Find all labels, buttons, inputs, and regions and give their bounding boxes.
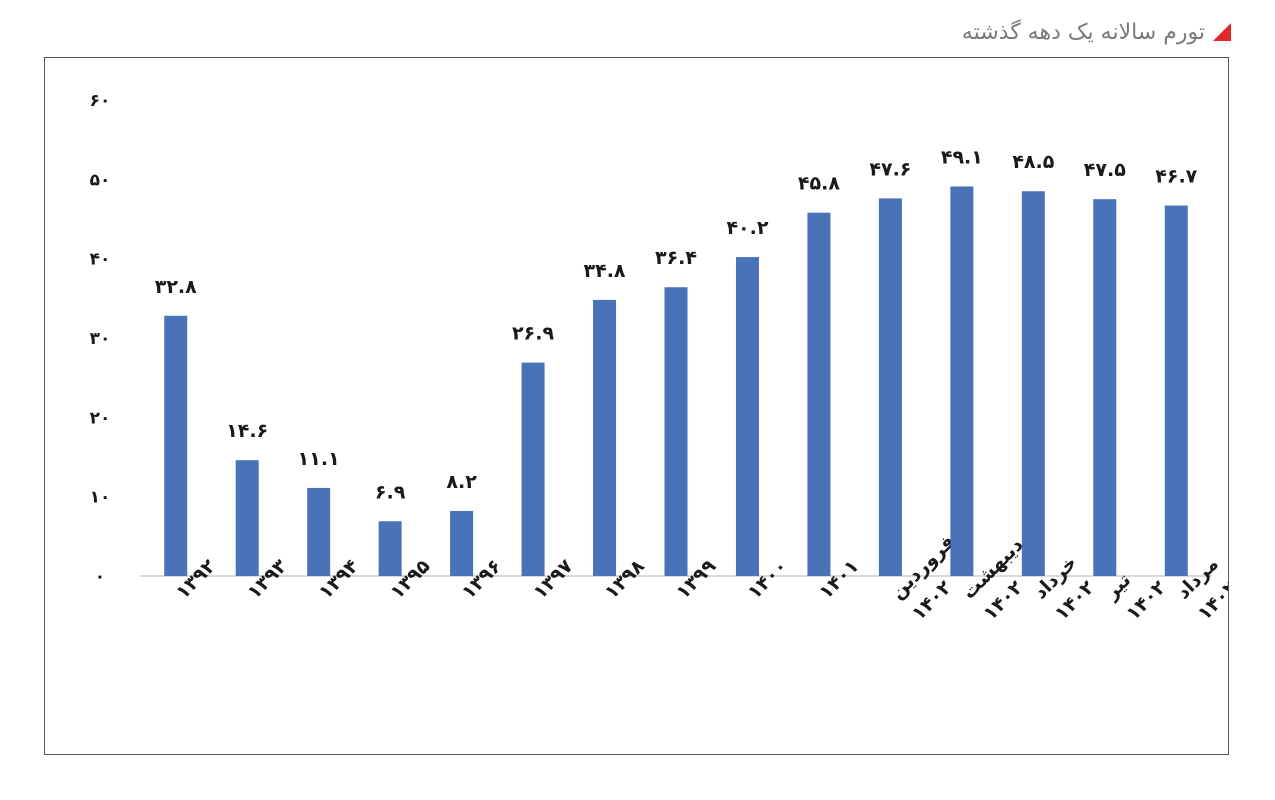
bar-value-label: ۳۴.۸: [584, 260, 626, 282]
bar: [593, 299, 617, 576]
bar-value-label: ۴۸.۵: [1012, 151, 1054, 173]
bar: [1021, 191, 1045, 576]
bar: [878, 198, 902, 576]
bar-value-label: ۲۶.۹: [512, 323, 554, 345]
y-tick-label: ۳۰: [90, 329, 111, 349]
chart-title: تورم سالانه یک دهه گذشته: [961, 19, 1205, 45]
bar-value-label: ۴۵.۸: [798, 173, 840, 195]
y-tick-label: ۱۰: [90, 488, 111, 508]
bar-chart: ۰۱۰۲۰۳۰۴۰۵۰۶۰۳۲.۸۱۳۹۲۱۴.۶۱۳۹۳۱۱.۱۱۳۹۴۶.۹…: [90, 91, 1228, 625]
bar-value-label: ۸.۲: [446, 471, 477, 493]
bar: [450, 510, 474, 576]
bar-value-label: ۱۴.۶: [226, 420, 268, 442]
bar: [1093, 199, 1117, 576]
bar: [521, 362, 545, 576]
bar: [164, 315, 188, 576]
bar-value-label: ۴۹.۱: [941, 146, 983, 168]
bar-value-label: ۴۰.۲: [726, 217, 768, 239]
chart-header: تورم سالانه یک دهه گذشته: [962, 12, 1231, 52]
header-marker-icon: [1213, 23, 1231, 41]
bar: [307, 487, 331, 576]
bar-value-label: ۴۶.۷: [1155, 166, 1197, 188]
bar-value-label: ۱۱.۱: [298, 448, 340, 470]
bar: [950, 186, 974, 576]
bar: [1164, 205, 1188, 576]
bar-value-label: ۴۷.۶: [869, 158, 911, 180]
bar-value-label: ۳۲.۸: [155, 276, 197, 298]
y-tick-label: ۵۰: [90, 170, 111, 190]
y-tick-label: ۲۰: [90, 408, 111, 428]
bar: [735, 257, 759, 576]
bar: [235, 460, 259, 576]
bar: [664, 287, 688, 576]
bar: [807, 212, 831, 577]
chart-frame: ۰ ۱۰ ۲۰ ۳۰ ۴۰ ۵۰ ۶۰ ۳۲.۸ ۱۳۹۲ ۱۴.۶ ۱۳۹۳ ۱۱.۱ ۱۳۹۴ ۶.۹…: [44, 57, 1229, 755]
bar-value-label: ۴۷.۵: [1084, 159, 1126, 181]
bar-value-label: ۶.۹: [375, 481, 406, 503]
bar: [378, 521, 402, 576]
y-tick-label: ۴۰: [90, 250, 111, 270]
y-tick-label: ۶۰: [90, 91, 111, 111]
bar-value-label: ۳۶.۴: [655, 247, 697, 269]
y-tick-label: ۰: [95, 567, 105, 587]
